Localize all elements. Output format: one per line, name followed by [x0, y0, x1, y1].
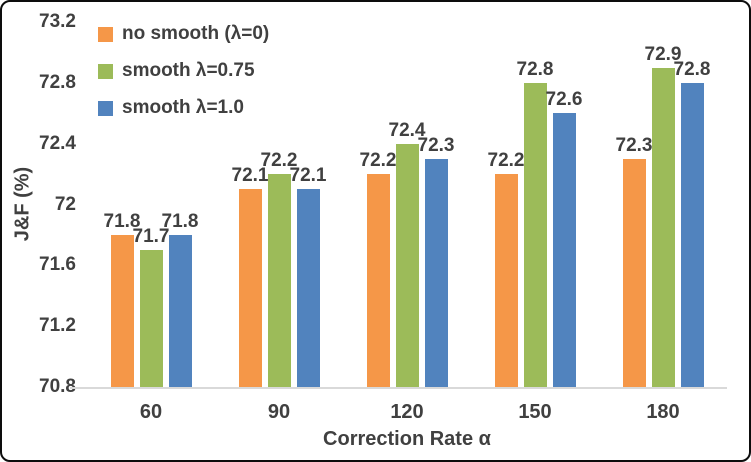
- y-tick-label: 70.8: [39, 376, 76, 397]
- chart-legend: no smooth (λ=0) smooth λ=0.75 smooth λ=1.0: [98, 23, 269, 119]
- bar: [622, 158, 646, 387]
- y-tick-label: 72.4: [39, 132, 76, 154]
- bar-column: 72.3: [616, 22, 653, 387]
- x-axis-line: [70, 387, 727, 389]
- bar-value-label: 72.2: [260, 150, 298, 172]
- bar-value-label: 72.4: [388, 119, 426, 141]
- bar: [680, 82, 704, 387]
- bar-value-label: 72.2: [487, 150, 525, 172]
- bar-column: 72.8: [674, 22, 711, 387]
- x-tick-label: 90: [267, 401, 291, 423]
- legend-item: no smooth (λ=0): [98, 23, 269, 45]
- bar-column: 71.8: [162, 22, 199, 387]
- bar-group: 72.3 72.9 72.8: [599, 22, 727, 387]
- bar-column: 72.3: [418, 22, 455, 387]
- y-axis-ticks: 73.2 72.8 72.4 72 71.6 71.2 70.8: [2, 2, 80, 460]
- bar-group: 72.2 72.8 72.6: [471, 22, 599, 387]
- bar-value-label: 72.8: [673, 58, 711, 80]
- bar: [296, 189, 320, 387]
- bar-column: 72.2: [360, 22, 397, 387]
- x-axis-title: Correction Rate α: [323, 428, 491, 450]
- bar-value-label: 71.8: [161, 210, 199, 232]
- y-tick-label: 73.2: [39, 11, 76, 32]
- bar: [395, 143, 419, 387]
- bar-value-label: 72.6: [545, 89, 583, 111]
- bar: [523, 82, 547, 387]
- bar: [651, 67, 675, 387]
- y-tick-label: 72: [54, 193, 76, 215]
- y-tick-label: 72.8: [39, 71, 76, 93]
- bar-column: 72.1: [290, 22, 327, 387]
- x-tick-label: 150: [518, 401, 552, 423]
- bar: [267, 174, 291, 387]
- bar-value-label: 71.7: [132, 226, 170, 248]
- legend-item: smooth λ=0.75: [98, 60, 269, 82]
- bar-value-label: 72.3: [615, 134, 653, 156]
- bar-column: 71.8: [104, 22, 141, 387]
- bar-group: 71.8 71.7 71.8: [87, 22, 215, 387]
- bar: [494, 174, 518, 387]
- bar-value-label: 72.2: [359, 150, 397, 172]
- bar-column: 72.8: [517, 22, 554, 387]
- legend-swatch-icon: [98, 26, 113, 42]
- x-tick-label: 180: [646, 401, 680, 423]
- x-axis-ticks: 60 90 120 150 180: [87, 399, 727, 425]
- bar-value-label: 72.1: [231, 165, 269, 187]
- bar-column: 72.9: [645, 22, 682, 387]
- x-tick-label: 60: [139, 401, 163, 423]
- bar-column: 72.6: [546, 22, 583, 387]
- bar: [168, 234, 192, 387]
- bar-column: 72.2: [488, 22, 525, 387]
- plot-area: 71.8 71.7 71.8 72.1 72.2 72.1 72.2 72.4 72.3 72.2…: [70, 22, 727, 389]
- legend-label: no smooth (λ=0): [122, 23, 270, 44]
- bar-group: 72.2 72.4 72.3: [343, 22, 471, 387]
- bar: [110, 234, 134, 387]
- legend-item: smooth λ=1.0: [98, 97, 269, 119]
- bar-value-label: 71.8: [103, 210, 141, 232]
- legend-swatch-icon: [98, 100, 113, 116]
- bar: [139, 250, 163, 387]
- bar-group: 72.1 72.2 72.1: [215, 22, 343, 387]
- bar-column: 72.1: [232, 22, 269, 387]
- bar-column: 71.7: [133, 22, 170, 387]
- y-tick-label: 71.2: [39, 315, 76, 337]
- legend-label: smooth λ=1.0: [122, 97, 244, 118]
- bar: [366, 174, 390, 387]
- bar-column: 72.4: [389, 22, 426, 387]
- legend-label: smooth λ=0.75: [122, 60, 255, 81]
- x-tick-label: 120: [390, 401, 424, 423]
- bar: [552, 113, 576, 387]
- bar-column: 72.2: [261, 22, 298, 387]
- bar-value-label: 72.9: [644, 43, 682, 65]
- bar-value-label: 72.8: [516, 58, 554, 80]
- legend-swatch-icon: [98, 63, 113, 79]
- bar: [424, 158, 448, 387]
- bar-value-label: 72.1: [289, 165, 327, 187]
- bar-value-label: 72.3: [417, 134, 455, 156]
- y-tick-label: 71.6: [39, 254, 76, 276]
- bar: [238, 189, 262, 387]
